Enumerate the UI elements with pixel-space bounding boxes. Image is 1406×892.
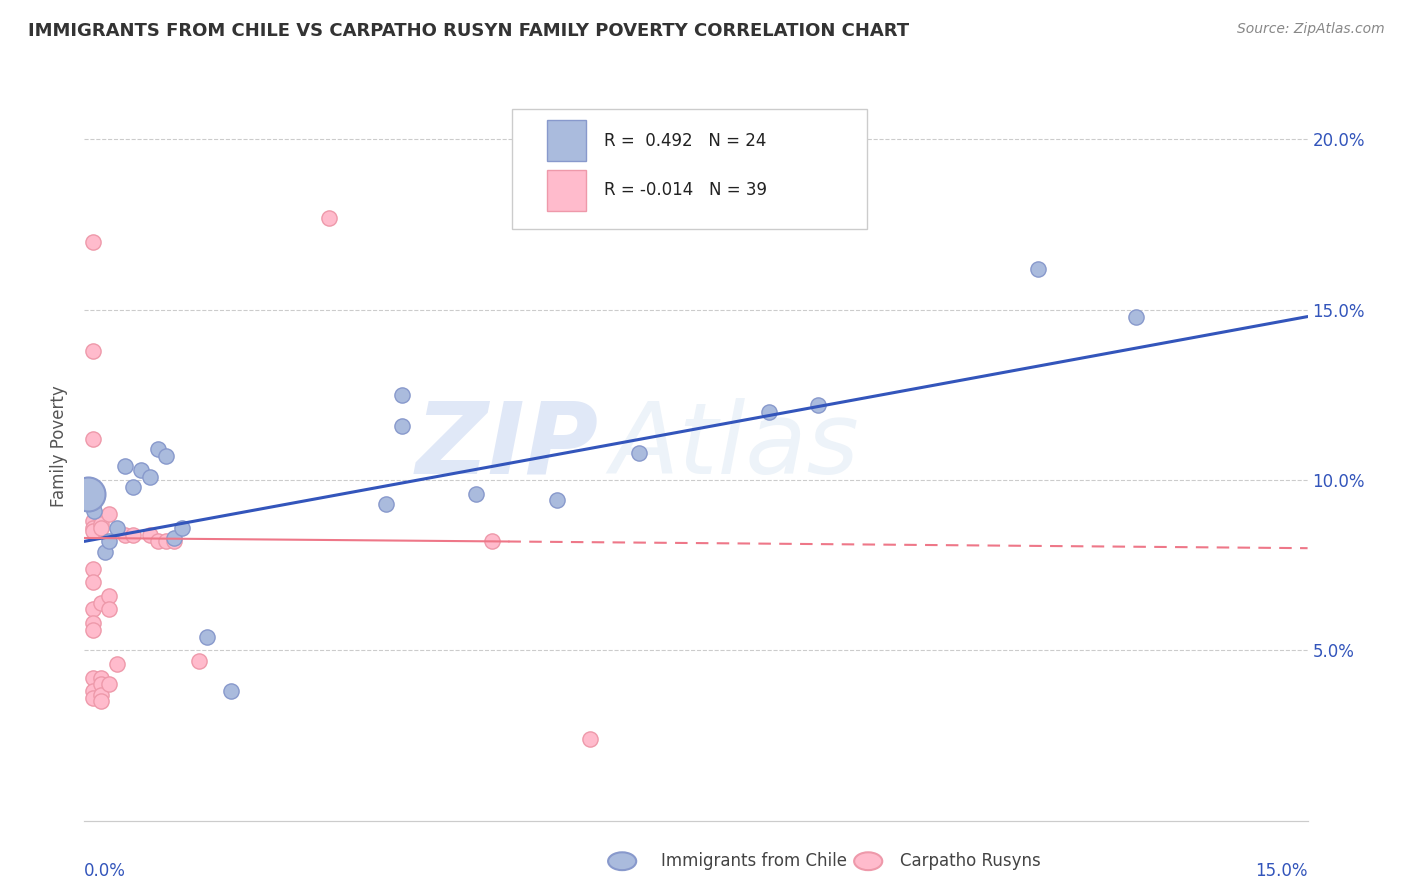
Point [90,521,112,535]
Point [82,602,104,616]
Point [97,589,120,603]
Point [97,534,120,549]
Point [83,504,105,518]
Point [579,731,602,746]
Point [90,688,112,702]
Point [195,630,218,644]
Point [155,449,177,463]
Point [146,534,169,549]
Text: 15.0%: 15.0% [1256,862,1308,880]
Point [1125,310,1147,324]
Point [114,459,136,474]
Point [82,684,104,698]
Point [90,517,112,532]
Point [82,575,104,590]
Point [82,623,104,637]
Circle shape [855,853,883,871]
Point [481,534,503,549]
Point [82,521,104,535]
Point [146,442,169,457]
Point [105,657,128,671]
Point [82,691,104,706]
Circle shape [609,853,636,871]
Point [97,677,120,691]
Text: R = -0.014   N = 39: R = -0.014 N = 39 [605,181,768,199]
Point [82,561,104,575]
Point [82,480,104,494]
Point [187,654,209,668]
Point [82,616,104,631]
Point [77,486,100,500]
Point [122,480,145,494]
Point [172,521,194,535]
Point [758,405,780,419]
Point [90,596,112,610]
Point [464,486,486,500]
Point [114,527,136,541]
Point [97,507,120,521]
Point [82,524,104,538]
Text: Immigrants from Chile: Immigrants from Chile [661,852,846,870]
Point [90,694,112,708]
Text: Source: ZipAtlas.com: Source: ZipAtlas.com [1237,22,1385,37]
Point [163,534,186,549]
Point [138,527,160,541]
Text: Carpatho Rusyns: Carpatho Rusyns [900,852,1040,870]
Point [122,527,145,541]
Point [627,446,650,460]
Point [375,497,398,511]
Y-axis label: Family Poverty: Family Poverty [51,385,69,507]
Point [391,388,413,402]
Point [138,469,160,483]
Point [219,684,242,698]
Point [82,671,104,685]
Point [155,534,177,549]
Point [90,510,112,524]
Text: Atlas: Atlas [610,398,859,494]
Text: R =  0.492   N = 24: R = 0.492 N = 24 [605,132,766,150]
Point [82,432,104,446]
Point [807,398,830,412]
Point [90,677,112,691]
Point [318,211,340,225]
Point [82,343,104,358]
Point [105,521,128,535]
Point [93,544,115,558]
Point [1028,261,1050,276]
Text: ZIP: ZIP [415,398,598,494]
Point [90,671,112,685]
Bar [547,169,586,211]
FancyBboxPatch shape [513,109,868,228]
Point [546,493,568,508]
Point [82,500,104,515]
Text: 0.0%: 0.0% [84,862,127,880]
Bar [547,120,586,161]
Point [82,514,104,528]
Point [82,235,104,249]
Point [391,418,413,433]
Point [97,602,120,616]
Text: IMMIGRANTS FROM CHILE VS CARPATHO RUSYN FAMILY POVERTY CORRELATION CHART: IMMIGRANTS FROM CHILE VS CARPATHO RUSYN … [28,22,910,40]
Point [163,531,186,545]
Point [131,463,153,477]
